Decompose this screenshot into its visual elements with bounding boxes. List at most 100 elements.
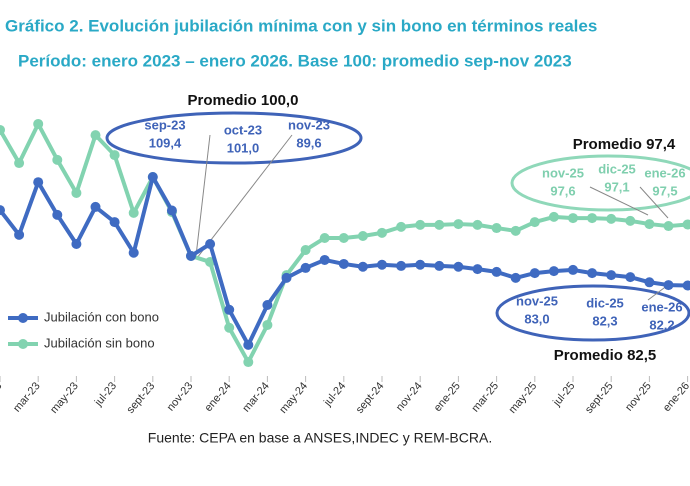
callout-ellipse (510, 154, 690, 212)
data-point (300, 262, 311, 273)
data-point (377, 259, 387, 270)
data-point (186, 250, 196, 261)
data-point (128, 207, 139, 218)
callout-value: 83,0 (524, 311, 549, 326)
data-point (52, 209, 63, 220)
callout-value: 97,6 (550, 183, 575, 198)
data-point (472, 219, 483, 230)
callout-shapes (105, 111, 690, 342)
data-point (0, 124, 5, 135)
leader-line (639, 186, 669, 219)
data-point (587, 213, 598, 224)
callout-value: 89,6 (296, 135, 321, 150)
data-point (625, 272, 636, 283)
callout-title: Promedio 82,5 (554, 347, 657, 364)
data-point (491, 266, 502, 277)
data-point (510, 225, 521, 236)
data-point (109, 217, 120, 228)
data-point (262, 319, 273, 330)
data-point (14, 229, 25, 240)
data-point (14, 158, 25, 169)
callout-ellipse (495, 284, 690, 342)
data-point (434, 260, 445, 271)
data-point (33, 118, 44, 129)
callout-value: 97,5 (652, 183, 677, 198)
x-tick-label: jul-24 (321, 380, 348, 409)
data-point (663, 280, 674, 291)
x-tick-label: sept-24 (354, 380, 387, 416)
data-point (166, 205, 177, 216)
x-tick-label: ene-24 (203, 380, 234, 414)
callout-value: 97,1 (604, 179, 629, 194)
callout-title: Promedio 100,0 (188, 92, 299, 109)
x-tick-label: nov-25 (623, 380, 654, 413)
data-point (90, 130, 101, 141)
data-point (71, 239, 82, 250)
callout-title: Promedio 97,4 (573, 136, 676, 153)
legend-marker (18, 313, 28, 323)
x-tick-label: jul-25 (550, 380, 577, 409)
leader-line (589, 186, 649, 216)
data-point (281, 272, 292, 283)
callout-value: 101,0 (227, 140, 260, 155)
callout-month: ene-26 (644, 165, 685, 180)
data-point (243, 357, 254, 368)
x-tick-label: may-23 (48, 380, 81, 416)
callout-value: 82,3 (592, 313, 617, 328)
data-point (90, 201, 101, 212)
data-point (357, 231, 368, 242)
data-point (606, 213, 617, 224)
legend-marker (18, 339, 28, 349)
leader-line (196, 134, 293, 259)
data-point (243, 339, 254, 350)
data-point (300, 244, 311, 255)
x-tick-label: nov-24 (394, 380, 425, 413)
callout-month: oct-23 (224, 122, 262, 137)
callout-month: dic-25 (586, 295, 624, 310)
x-tick-label: ene-25 (432, 380, 463, 414)
x-tick-label: may-25 (507, 380, 540, 416)
x-tick-label: mar-24 (240, 380, 272, 414)
data-point (587, 268, 598, 279)
data-point (510, 272, 521, 283)
x-tick-label: sept-23 (125, 380, 158, 416)
data-point (128, 247, 139, 258)
data-point (548, 211, 559, 222)
data-point (644, 219, 655, 230)
data-point (568, 264, 578, 275)
data-point (224, 304, 235, 315)
data-point (568, 213, 578, 224)
data-point (453, 219, 464, 230)
data-point (606, 270, 617, 281)
data-point (109, 150, 120, 161)
callout-month: dic-25 (598, 161, 636, 176)
data-point (491, 223, 502, 234)
chart-subtitle: Período: enero 2023 – enero 2026. Base 1… (18, 51, 572, 70)
legend-label: Jubilación sin bono (44, 335, 155, 350)
callout-ellipse (105, 111, 363, 165)
callout-value: 109,4 (149, 135, 182, 150)
leader-line (195, 134, 211, 257)
x-tick-label: ene-23 (0, 380, 5, 414)
data-point (71, 187, 82, 198)
data-point (33, 177, 44, 188)
data-point (0, 205, 5, 216)
x-tick-label: sept-25 (583, 380, 616, 416)
x-tick-label: mar-23 (11, 380, 43, 414)
data-point (262, 300, 273, 311)
data-point (529, 217, 540, 228)
data-point (338, 233, 349, 244)
data-point (377, 227, 387, 238)
data-point (415, 259, 426, 270)
x-tick-label: jul-23 (92, 380, 119, 409)
data-point (625, 215, 636, 226)
callout-month: nov-25 (516, 293, 558, 308)
data-point (548, 266, 559, 277)
x-tick-label: may-24 (277, 380, 310, 416)
chart-title: Gráfico 2. Evolución jubilación mínima c… (5, 16, 597, 35)
data-point (52, 154, 63, 165)
callout-month: sep-23 (144, 117, 185, 132)
callout-month: nov-25 (542, 165, 584, 180)
source-note: Fuente: CEPA en base a ANSES,INDEC y REM… (148, 430, 492, 446)
